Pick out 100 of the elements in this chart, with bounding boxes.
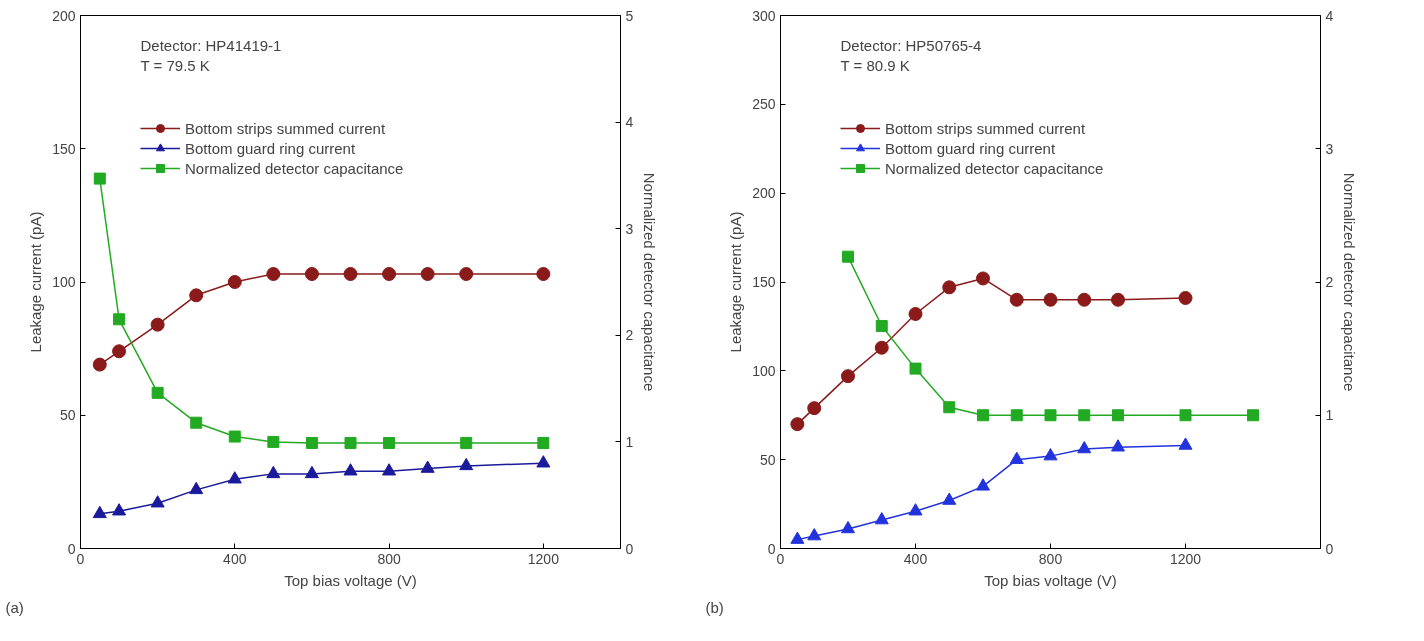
- point: [977, 409, 989, 422]
- point: [908, 503, 923, 516]
- point: [343, 463, 358, 476]
- point: [790, 417, 805, 432]
- y-tick-label: 50: [759, 451, 776, 468]
- point: [875, 319, 888, 332]
- y2-tick-label: 3: [625, 220, 634, 237]
- point: [807, 401, 822, 416]
- annotation: T = 80.9 K: [840, 56, 910, 74]
- point: [304, 465, 319, 479]
- legend-label: Bottom guard ring current: [185, 139, 356, 157]
- point: [807, 528, 822, 541]
- legend-label: Normalized detector capacitance: [885, 159, 1104, 177]
- point: [227, 471, 242, 484]
- y2-tick-label: 1: [1325, 407, 1334, 424]
- point: [1111, 439, 1125, 452]
- point: [1179, 409, 1192, 422]
- point: [943, 401, 956, 414]
- point: [267, 435, 280, 448]
- annotation: Detector: HP50765-4: [840, 36, 982, 54]
- x-tick-label: 400: [223, 550, 247, 567]
- point: [383, 436, 396, 449]
- point: [227, 275, 242, 289]
- point: [976, 271, 990, 286]
- point: [1078, 409, 1091, 422]
- y-tick-label: 100: [52, 274, 76, 290]
- point: [942, 492, 957, 505]
- y-tick-label: 250: [752, 96, 776, 113]
- y-axis-title: Leakage current (pA): [27, 211, 45, 353]
- point: [976, 478, 990, 491]
- point: [266, 267, 281, 281]
- y2-tick-label: 1: [625, 433, 634, 450]
- point: [1009, 292, 1024, 307]
- y-axis-title: Leakage current (pA): [727, 211, 745, 353]
- point: [112, 503, 127, 516]
- y-tick-label: 200: [752, 185, 776, 202]
- point: [382, 463, 397, 476]
- legend-label: Bottom strips summed current: [185, 119, 386, 137]
- y2-tick-label: 4: [625, 114, 634, 131]
- point: [459, 267, 474, 281]
- point: [305, 436, 318, 449]
- point: [151, 386, 164, 399]
- point: [841, 520, 855, 534]
- point: [344, 436, 357, 449]
- x-tick-label: 400: [903, 550, 928, 567]
- point: [1077, 292, 1092, 307]
- point: [842, 250, 854, 263]
- point: [420, 460, 435, 473]
- y2-axis-title: Normalized detector capacitance: [641, 172, 659, 392]
- y-tick-label: 150: [52, 140, 76, 157]
- point: [841, 369, 855, 384]
- text: (b): [705, 598, 724, 616]
- x-tick-label: 800: [377, 550, 401, 567]
- y2-axis-title: Normalized detector capacitance: [1341, 172, 1359, 392]
- point: [1112, 409, 1124, 422]
- point: [1043, 292, 1058, 307]
- x-tick-label: 1200: [527, 550, 560, 567]
- x-tick-label: 800: [1038, 550, 1063, 567]
- point: [1044, 409, 1057, 422]
- point: [1077, 441, 1092, 454]
- point: [942, 280, 957, 295]
- point: [1247, 409, 1259, 422]
- point: [266, 465, 281, 479]
- point: [1178, 437, 1193, 450]
- point: [189, 288, 204, 303]
- y2-tick-label: 2: [1325, 274, 1334, 290]
- point: [790, 531, 805, 544]
- point: [536, 267, 551, 281]
- point: [460, 436, 473, 449]
- y2-tick-label: 3: [1325, 140, 1334, 157]
- point: [228, 430, 241, 443]
- point: [343, 267, 358, 281]
- annotation: T = 79.5 K: [140, 56, 210, 74]
- text: (a): [5, 598, 24, 616]
- y-tick-label: 150: [752, 274, 776, 290]
- y-tick-label: 200: [52, 7, 76, 24]
- y-tick-label: 300: [752, 7, 776, 24]
- point: [536, 455, 551, 468]
- point: [1178, 291, 1193, 305]
- legend-label: Normalized detector capacitance: [185, 159, 404, 177]
- point: [93, 172, 106, 185]
- point: [189, 481, 204, 495]
- point: [382, 267, 397, 281]
- point: [150, 495, 165, 508]
- point: [1009, 451, 1024, 464]
- point: [1111, 292, 1125, 307]
- point: [190, 416, 203, 429]
- point: [92, 505, 107, 519]
- legend-label: Bottom strips summed current: [885, 119, 1086, 137]
- point: [908, 306, 923, 321]
- annotation: Detector: HP41419-1: [140, 36, 282, 54]
- y-tick-label: 50: [59, 407, 76, 424]
- y2-tick-label: 2: [625, 327, 634, 344]
- point: [459, 457, 474, 471]
- point: [537, 436, 550, 449]
- point: [150, 317, 165, 332]
- y2-tick-label: 4: [1325, 7, 1334, 24]
- y2-tick-label: 5: [625, 7, 634, 24]
- point: [874, 340, 889, 355]
- point: [874, 512, 889, 525]
